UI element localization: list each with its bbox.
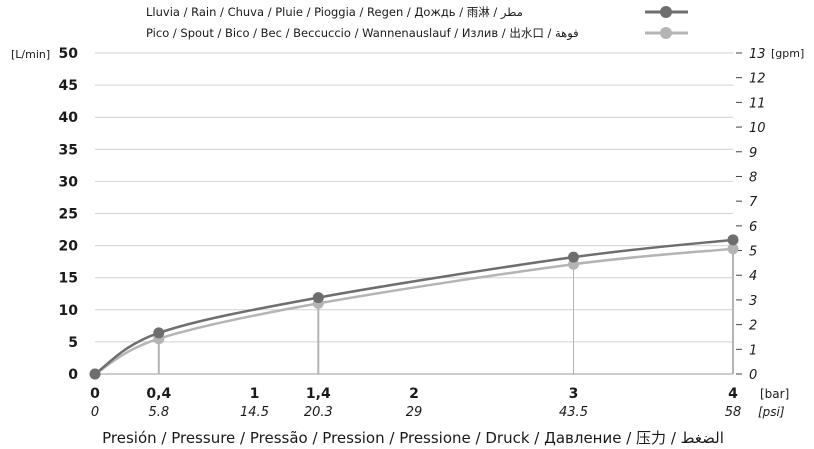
y-right-tick-label: 7 (749, 195, 758, 210)
data-point-rain (89, 368, 101, 380)
y-right-tick-label: 6 (749, 220, 757, 235)
y-left-tick-label: 25 (59, 207, 78, 223)
y-right-tick-label: 5 (749, 245, 757, 260)
data-point-rain (153, 327, 165, 339)
y-right-tick-label: 2 (749, 319, 757, 334)
data-point-rain (727, 234, 739, 246)
x-psi-tick-label: 58 (725, 405, 742, 420)
x-bar-unit-label: [bar] (760, 387, 789, 401)
x-psi-unit-label: [psi] (758, 405, 785, 419)
x-bar-tick-label: 2 (409, 386, 419, 402)
y-right-tick-label: 11 (749, 96, 766, 111)
y-left-tick-label: 35 (59, 142, 78, 158)
y-left-tick-label: 0 (68, 367, 78, 383)
y-left-tick-label: 40 (59, 110, 79, 126)
x-bar-tick-label: 3 (569, 386, 579, 402)
y-left-unit-label: [L/min] (11, 48, 50, 61)
x-psi-tick-label: 43.5 (559, 405, 588, 420)
legend-marker-rain (660, 6, 672, 18)
data-point-spout (727, 243, 739, 255)
x-psi-tick-label: 29 (406, 405, 423, 420)
legend-marker-spout (660, 27, 672, 39)
y-right-tick-label: 8 (749, 170, 757, 185)
y-left-tick-label: 30 (59, 174, 79, 190)
y-left-tick-label: 15 (59, 271, 78, 287)
legend-label-spout: Pico / Spout / Bico / Bec / Beccuccio / … (146, 26, 579, 41)
x-psi-tick-label: 20.3 (304, 405, 333, 420)
x-bar-tick-label: 4 (728, 386, 738, 402)
series-line-spout (94, 247, 734, 376)
y-right-tick-label: 1 (749, 343, 757, 358)
y-right-tick-label: 9 (749, 146, 757, 161)
y-left-tick-label: 20 (59, 239, 79, 255)
y-right-unit-label: [gpm] (771, 47, 804, 60)
x-bar-tick-label: 0 (90, 386, 100, 402)
x-psi-tick-label: 5.8 (148, 405, 169, 420)
y-right-tick-label: 12 (749, 72, 766, 87)
x-psi-tick-label: 0 (91, 405, 99, 420)
x-bar-tick-label: 1 (250, 386, 260, 402)
x-bar-tick-label: 0,4 (146, 386, 171, 402)
x-psi-tick-label: 14.5 (240, 405, 269, 420)
series-line-rain (94, 238, 734, 376)
legend-label-rain: Lluvia / Rain / Chuva / Pluie / Pioggia … (146, 5, 523, 20)
y-right-tick-label: 4 (749, 269, 757, 284)
y-left-tick-label: 5 (68, 335, 78, 351)
x-axis-title: Presión / Pressure / Pressão / Pression … (102, 429, 724, 447)
y-left-tick-label: 45 (59, 78, 78, 94)
y-right-tick-label: 3 (749, 294, 757, 309)
data-point-rain (312, 292, 324, 304)
y-right-tick-label: 10 (749, 121, 766, 136)
x-bar-tick-label: 1,4 (306, 386, 331, 402)
y-right-tick-label: 0 (749, 368, 757, 383)
y-left-tick-label: 50 (59, 46, 79, 62)
data-point-rain (568, 251, 579, 263)
y-right-tick-label: 13 (749, 47, 766, 62)
y-left-tick-label: 10 (59, 303, 79, 319)
